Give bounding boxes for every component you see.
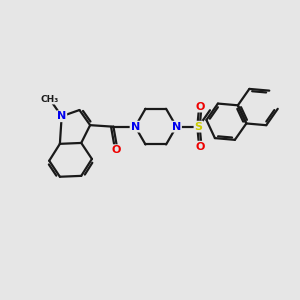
Text: N: N bbox=[57, 111, 66, 121]
Text: N: N bbox=[172, 122, 181, 132]
Text: O: O bbox=[111, 145, 120, 155]
Text: N: N bbox=[130, 122, 140, 132]
Text: CH₃: CH₃ bbox=[41, 95, 59, 104]
Text: S: S bbox=[194, 122, 202, 132]
Text: O: O bbox=[195, 102, 205, 112]
Text: O: O bbox=[195, 142, 205, 152]
